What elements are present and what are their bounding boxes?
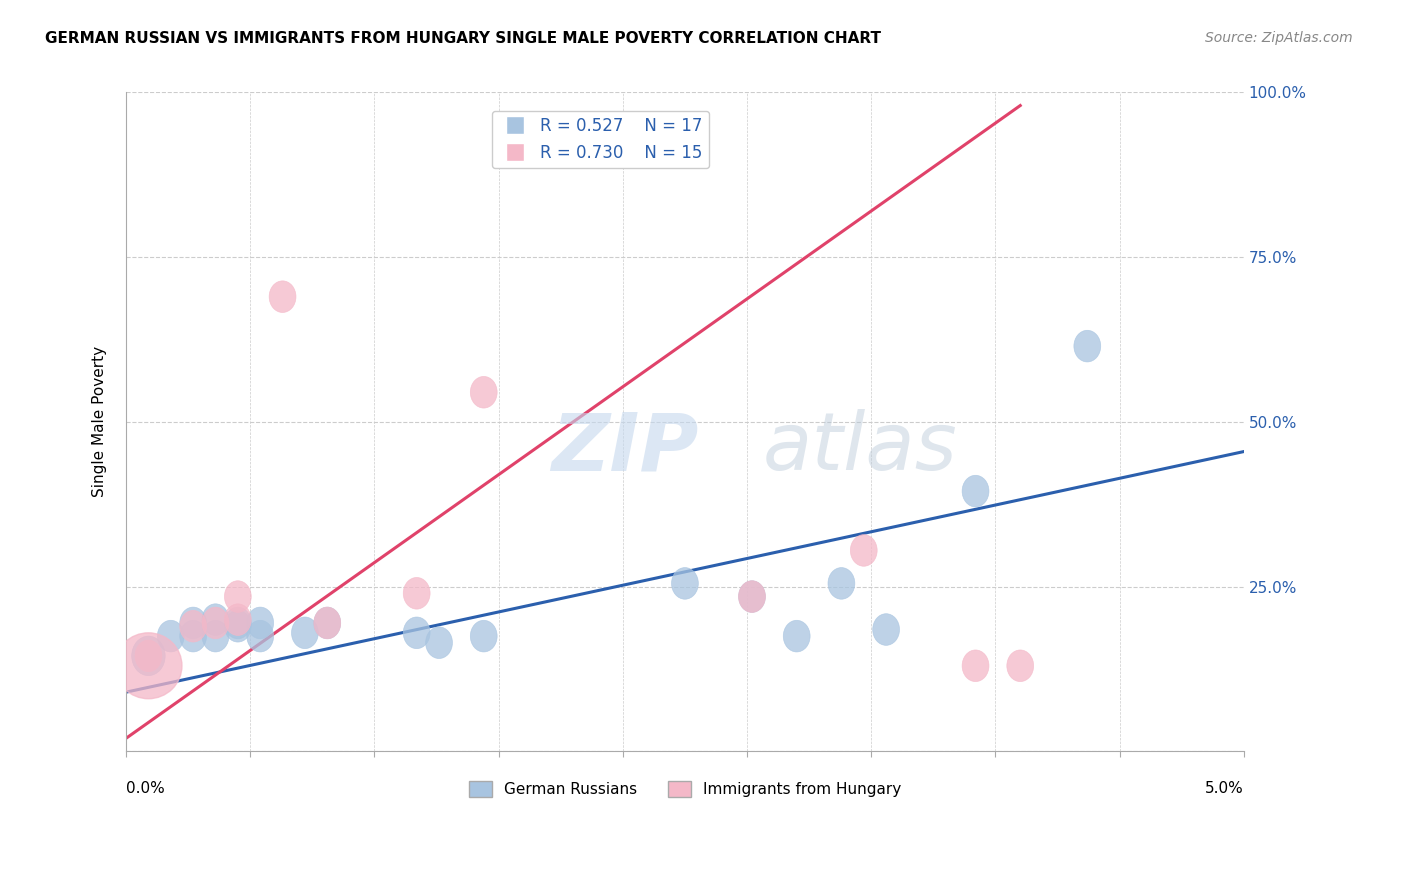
Ellipse shape bbox=[135, 640, 162, 672]
Ellipse shape bbox=[115, 632, 181, 698]
Ellipse shape bbox=[180, 607, 207, 639]
Ellipse shape bbox=[672, 567, 699, 599]
Ellipse shape bbox=[851, 534, 877, 566]
Ellipse shape bbox=[783, 620, 810, 652]
Ellipse shape bbox=[404, 577, 430, 609]
Ellipse shape bbox=[962, 650, 988, 681]
Ellipse shape bbox=[269, 281, 297, 312]
Ellipse shape bbox=[1007, 650, 1033, 681]
Ellipse shape bbox=[247, 607, 274, 639]
Ellipse shape bbox=[738, 581, 765, 613]
Ellipse shape bbox=[873, 614, 900, 645]
Ellipse shape bbox=[404, 617, 430, 648]
Ellipse shape bbox=[180, 610, 207, 642]
Ellipse shape bbox=[225, 604, 252, 635]
Text: ZIP: ZIP bbox=[551, 409, 699, 487]
Ellipse shape bbox=[132, 636, 165, 675]
Ellipse shape bbox=[202, 607, 229, 639]
Ellipse shape bbox=[314, 607, 340, 639]
Text: atlas: atlas bbox=[763, 409, 957, 487]
Ellipse shape bbox=[471, 620, 498, 652]
Legend: German Russians, Immigrants from Hungary: German Russians, Immigrants from Hungary bbox=[463, 775, 907, 803]
Ellipse shape bbox=[202, 620, 229, 652]
Ellipse shape bbox=[225, 581, 252, 613]
Y-axis label: Single Male Poverty: Single Male Poverty bbox=[93, 346, 107, 498]
Ellipse shape bbox=[828, 567, 855, 599]
Ellipse shape bbox=[291, 617, 318, 648]
Ellipse shape bbox=[247, 620, 274, 652]
Ellipse shape bbox=[738, 581, 765, 613]
Ellipse shape bbox=[157, 620, 184, 652]
Text: GERMAN RUSSIAN VS IMMIGRANTS FROM HUNGARY SINGLE MALE POVERTY CORRELATION CHART: GERMAN RUSSIAN VS IMMIGRANTS FROM HUNGAR… bbox=[45, 31, 882, 46]
Text: 0.0%: 0.0% bbox=[127, 781, 165, 797]
Ellipse shape bbox=[225, 610, 252, 642]
Text: 5.0%: 5.0% bbox=[1205, 781, 1244, 797]
Ellipse shape bbox=[225, 607, 252, 639]
Ellipse shape bbox=[1074, 330, 1101, 362]
Ellipse shape bbox=[962, 475, 988, 507]
Text: Source: ZipAtlas.com: Source: ZipAtlas.com bbox=[1205, 31, 1353, 45]
Ellipse shape bbox=[180, 620, 207, 652]
Ellipse shape bbox=[314, 607, 340, 639]
Ellipse shape bbox=[426, 627, 453, 658]
Ellipse shape bbox=[471, 376, 498, 408]
Ellipse shape bbox=[202, 604, 229, 635]
